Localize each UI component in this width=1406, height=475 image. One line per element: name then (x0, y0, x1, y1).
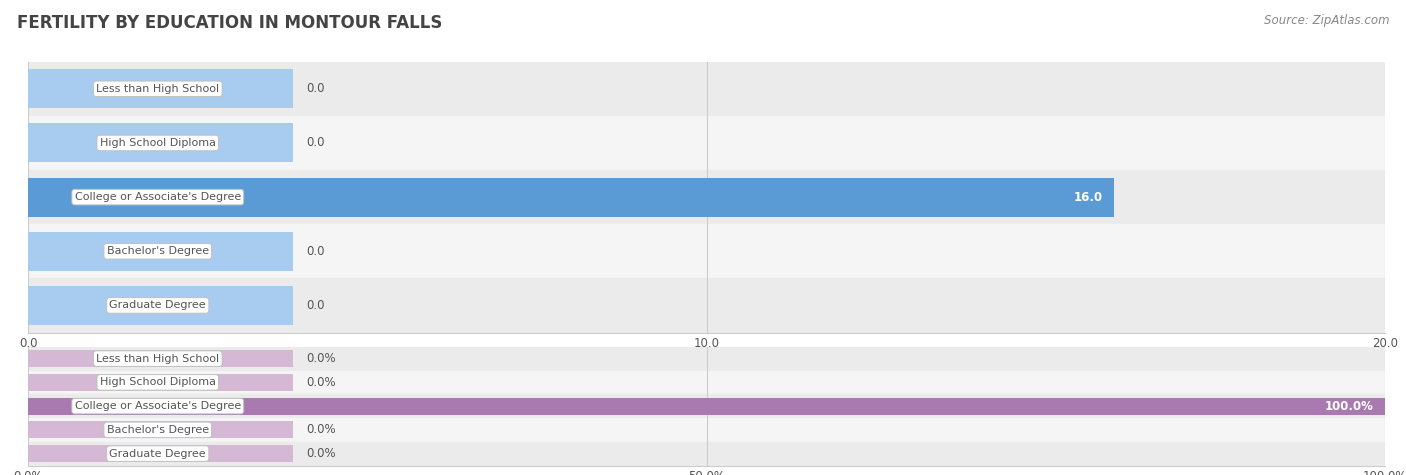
Bar (28, 232, 292, 271)
Bar (28, 62, 1385, 116)
Bar (28, 398, 1385, 415)
Bar (28, 370, 1385, 394)
Text: College or Associate's Degree: College or Associate's Degree (75, 401, 240, 411)
Text: Bachelor's Degree: Bachelor's Degree (107, 246, 209, 256)
Text: High School Diploma: High School Diploma (100, 377, 215, 388)
Text: 0.0: 0.0 (307, 136, 325, 150)
Text: 16.0: 16.0 (1074, 190, 1102, 204)
Bar (28, 178, 1114, 217)
Text: Less than High School: Less than High School (96, 84, 219, 94)
Text: 100.0%: 100.0% (1326, 399, 1374, 413)
Text: Bachelor's Degree: Bachelor's Degree (107, 425, 209, 435)
Text: 0.0: 0.0 (307, 299, 325, 312)
Text: Graduate Degree: Graduate Degree (110, 300, 207, 311)
Bar (28, 116, 1385, 170)
Bar (28, 374, 292, 391)
Bar (28, 278, 1385, 332)
Bar (28, 347, 1385, 370)
Text: 0.0%: 0.0% (307, 376, 336, 389)
Text: 0.0: 0.0 (307, 82, 325, 95)
Bar (28, 398, 292, 415)
Bar (28, 350, 292, 367)
Bar (28, 124, 292, 162)
Bar (28, 445, 292, 462)
Text: Less than High School: Less than High School (96, 353, 219, 364)
Bar (28, 394, 1385, 418)
Bar (28, 418, 1385, 442)
Bar (28, 224, 1385, 278)
Text: College or Associate's Degree: College or Associate's Degree (75, 192, 240, 202)
Text: FERTILITY BY EDUCATION IN MONTOUR FALLS: FERTILITY BY EDUCATION IN MONTOUR FALLS (17, 14, 443, 32)
Text: 0.0%: 0.0% (307, 352, 336, 365)
Bar (28, 442, 1385, 465)
Bar (28, 421, 292, 438)
Text: Source: ZipAtlas.com: Source: ZipAtlas.com (1264, 14, 1389, 27)
Bar (28, 170, 1385, 224)
Text: 0.0%: 0.0% (307, 423, 336, 437)
Bar (28, 69, 292, 108)
Text: High School Diploma: High School Diploma (100, 138, 215, 148)
Text: 0.0: 0.0 (307, 245, 325, 258)
Text: Graduate Degree: Graduate Degree (110, 448, 207, 459)
Bar (28, 178, 292, 217)
Bar (28, 286, 292, 325)
Text: 0.0%: 0.0% (307, 447, 336, 460)
